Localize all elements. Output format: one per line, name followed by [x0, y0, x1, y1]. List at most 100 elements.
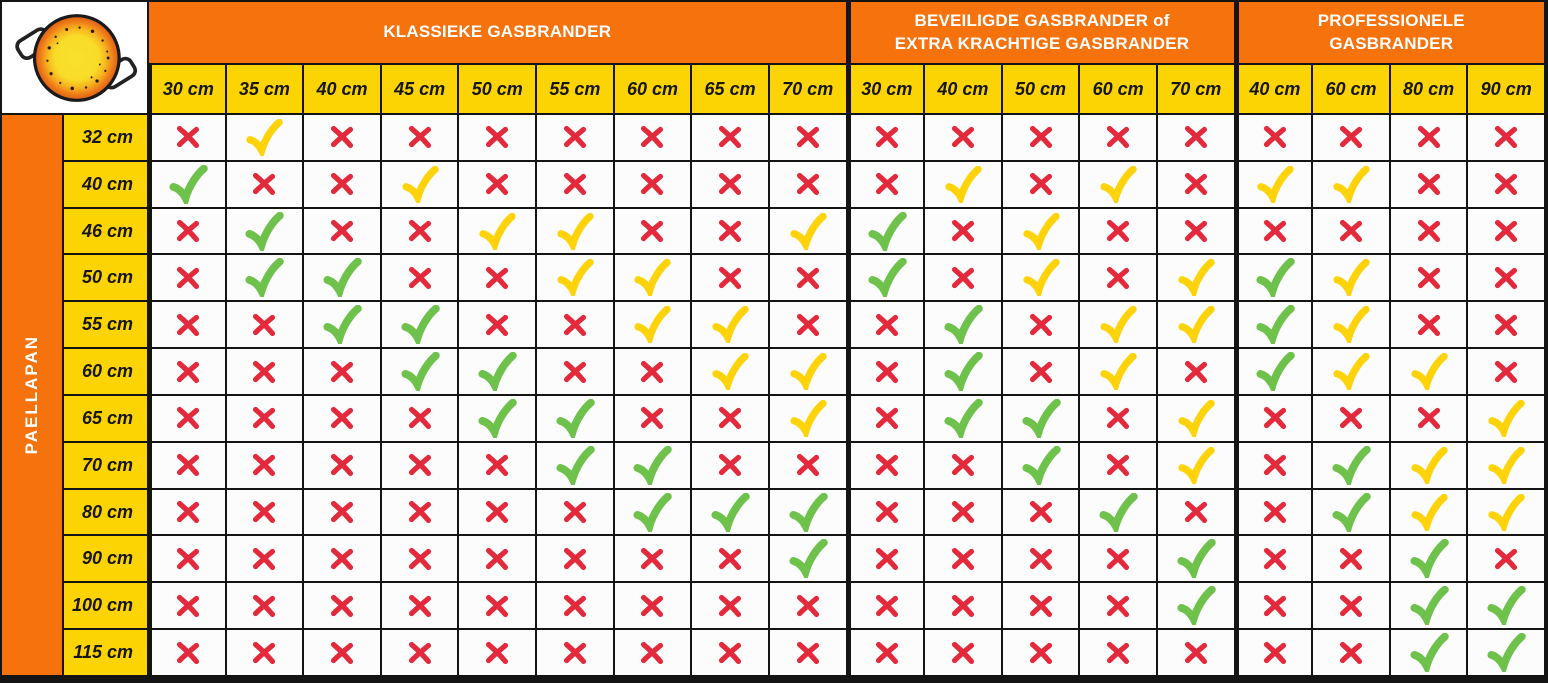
- compatibility-cell: [769, 255, 846, 301]
- red-cross-icon: [715, 122, 745, 152]
- compatibility-cell: [925, 349, 1001, 394]
- red-cross-icon: [1336, 403, 1366, 433]
- column-header: 45 cm: [381, 65, 458, 113]
- compatibility-cell: [381, 208, 458, 254]
- compatibility-cell: [226, 536, 303, 582]
- compatibility-cell: [304, 442, 380, 488]
- red-cross-icon: [1260, 497, 1290, 527]
- compatibility-cell: [847, 630, 924, 675]
- compatibility-cell: [304, 302, 380, 348]
- red-cross-icon: [1181, 122, 1211, 152]
- compatibility-cell: [614, 161, 691, 207]
- compatibility-cell: [1080, 208, 1156, 254]
- column-header: 60 cm: [1313, 65, 1389, 113]
- red-cross-icon: [1181, 638, 1211, 668]
- yellow-check-icon: [244, 119, 284, 156]
- compatibility-cell: [1390, 489, 1467, 535]
- red-cross-icon: [249, 591, 279, 621]
- compatibility-cell: [1313, 302, 1389, 348]
- compatibility-cell: [1157, 161, 1234, 207]
- yellow-check-icon: [943, 166, 983, 203]
- compatibility-cell: [1313, 115, 1389, 160]
- column-header: 90 cm: [1468, 65, 1544, 113]
- compatibility-cell: [847, 536, 924, 582]
- red-cross-icon: [1414, 216, 1444, 246]
- compatibility-cell: [226, 395, 303, 441]
- red-cross-icon: [405, 122, 435, 152]
- green-check-icon: [1408, 633, 1450, 672]
- red-cross-icon: [1103, 263, 1133, 293]
- green-check-icon: [554, 446, 596, 485]
- row-header: 80 cm: [64, 489, 147, 535]
- compatibility-cell: [1235, 536, 1312, 582]
- red-cross-icon: [872, 403, 902, 433]
- compatibility-cell: [1157, 349, 1234, 394]
- red-cross-icon: [872, 497, 902, 527]
- compatibility-cell: [1468, 208, 1544, 254]
- compatibility-cell: [304, 161, 380, 207]
- row-header: 60 cm: [64, 349, 147, 394]
- compatibility-cell: [1390, 115, 1467, 160]
- red-cross-icon: [637, 357, 667, 387]
- compatibility-cell: [1002, 208, 1079, 254]
- compatibility-cell: [1080, 161, 1156, 207]
- column-header: 70 cm: [1157, 65, 1234, 113]
- red-cross-icon: [405, 497, 435, 527]
- yellow-check-icon: [1409, 494, 1449, 531]
- red-cross-icon: [872, 310, 902, 340]
- red-cross-icon: [249, 403, 279, 433]
- compatibility-cell: [1235, 302, 1312, 348]
- compatibility-cell: [459, 255, 536, 301]
- column-header: 30 cm: [847, 65, 924, 113]
- red-cross-icon: [173, 544, 203, 574]
- red-cross-icon: [715, 216, 745, 246]
- red-cross-icon: [327, 403, 357, 433]
- compatibility-cell: [692, 536, 768, 582]
- compatibility-cell: [459, 630, 536, 675]
- row-header: 90 cm: [64, 536, 147, 582]
- green-check-icon: [942, 399, 984, 438]
- red-cross-icon: [327, 122, 357, 152]
- column-header: 60 cm: [614, 65, 691, 113]
- compatibility-cell: [537, 161, 613, 207]
- red-cross-icon: [1336, 216, 1366, 246]
- red-cross-icon: [1181, 497, 1211, 527]
- compatibility-cell: [1002, 349, 1079, 394]
- compatibility-cell: [226, 161, 303, 207]
- row-header: 70 cm: [64, 442, 147, 488]
- compatibility-cell: [1313, 161, 1389, 207]
- red-cross-icon: [1260, 591, 1290, 621]
- compatibility-cell: [537, 208, 613, 254]
- green-check-icon: [631, 446, 673, 485]
- compatibility-cell: [1002, 115, 1079, 160]
- compatibility-cell: [459, 208, 536, 254]
- green-check-icon: [866, 258, 908, 297]
- green-check-icon: [1254, 258, 1296, 297]
- column-header: 50 cm: [459, 65, 536, 113]
- compatibility-cell: [847, 583, 924, 629]
- red-cross-icon: [1260, 216, 1290, 246]
- column-header: 30 cm: [149, 65, 225, 113]
- compatibility-cell: [304, 349, 380, 394]
- compatibility-cell: [149, 442, 225, 488]
- compatibility-cell: [847, 115, 924, 160]
- compatibility-cell: [459, 442, 536, 488]
- red-cross-icon: [249, 169, 279, 199]
- compatibility-cell: [614, 536, 691, 582]
- red-cross-icon: [405, 638, 435, 668]
- red-cross-icon: [948, 591, 978, 621]
- red-cross-icon: [173, 591, 203, 621]
- red-cross-icon: [715, 591, 745, 621]
- red-cross-icon: [405, 591, 435, 621]
- red-cross-icon: [872, 450, 902, 480]
- red-cross-icon: [872, 122, 902, 152]
- red-cross-icon: [1103, 544, 1133, 574]
- red-cross-icon: [482, 310, 512, 340]
- compatibility-cell: [381, 302, 458, 348]
- red-cross-icon: [560, 169, 590, 199]
- compatibility-cell: [769, 442, 846, 488]
- red-cross-icon: [1103, 591, 1133, 621]
- red-cross-icon: [327, 591, 357, 621]
